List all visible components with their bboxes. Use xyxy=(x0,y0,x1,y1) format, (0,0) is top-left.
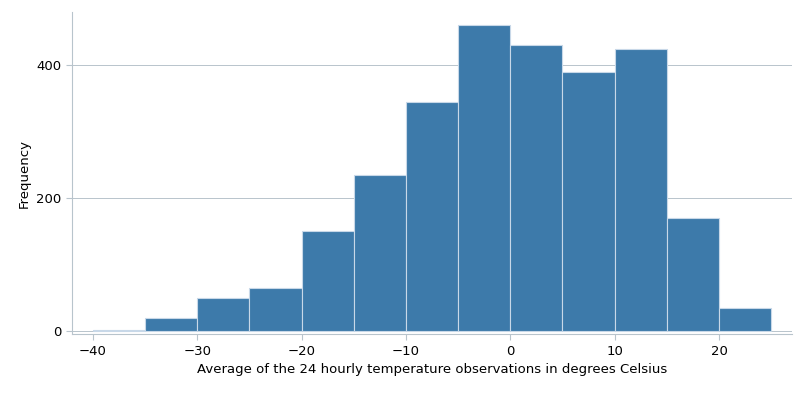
Bar xyxy=(666,218,719,331)
Bar xyxy=(198,298,250,331)
Bar xyxy=(510,45,562,331)
Bar xyxy=(406,102,458,331)
Bar xyxy=(302,231,354,331)
Bar xyxy=(614,49,666,331)
Bar xyxy=(354,175,406,331)
Bar xyxy=(562,72,614,331)
Bar xyxy=(250,288,302,331)
Bar xyxy=(93,330,145,331)
Y-axis label: Frequency: Frequency xyxy=(18,139,30,208)
Bar xyxy=(719,308,771,331)
Bar xyxy=(458,25,510,331)
Bar xyxy=(145,318,198,331)
X-axis label: Average of the 24 hourly temperature observations in degrees Celsius: Average of the 24 hourly temperature obs… xyxy=(197,364,667,376)
